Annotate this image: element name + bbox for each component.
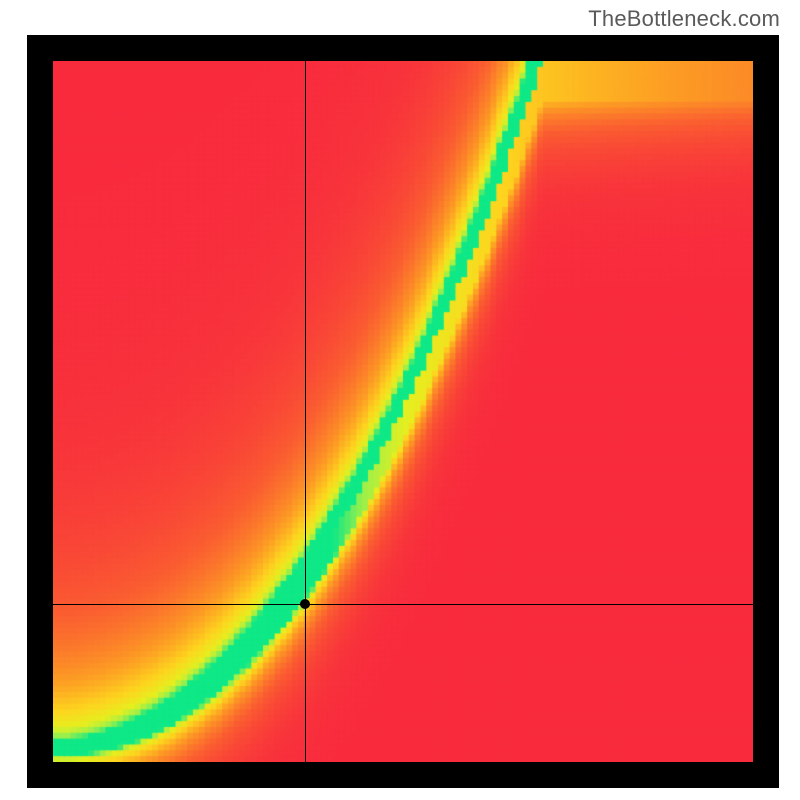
watermark-text: TheBottleneck.com [588, 6, 780, 32]
heatmap-canvas [53, 61, 753, 762]
chart-container: TheBottleneck.com [0, 0, 800, 800]
crosshair-horizontal [53, 604, 753, 605]
crosshair-vertical [305, 61, 306, 762]
